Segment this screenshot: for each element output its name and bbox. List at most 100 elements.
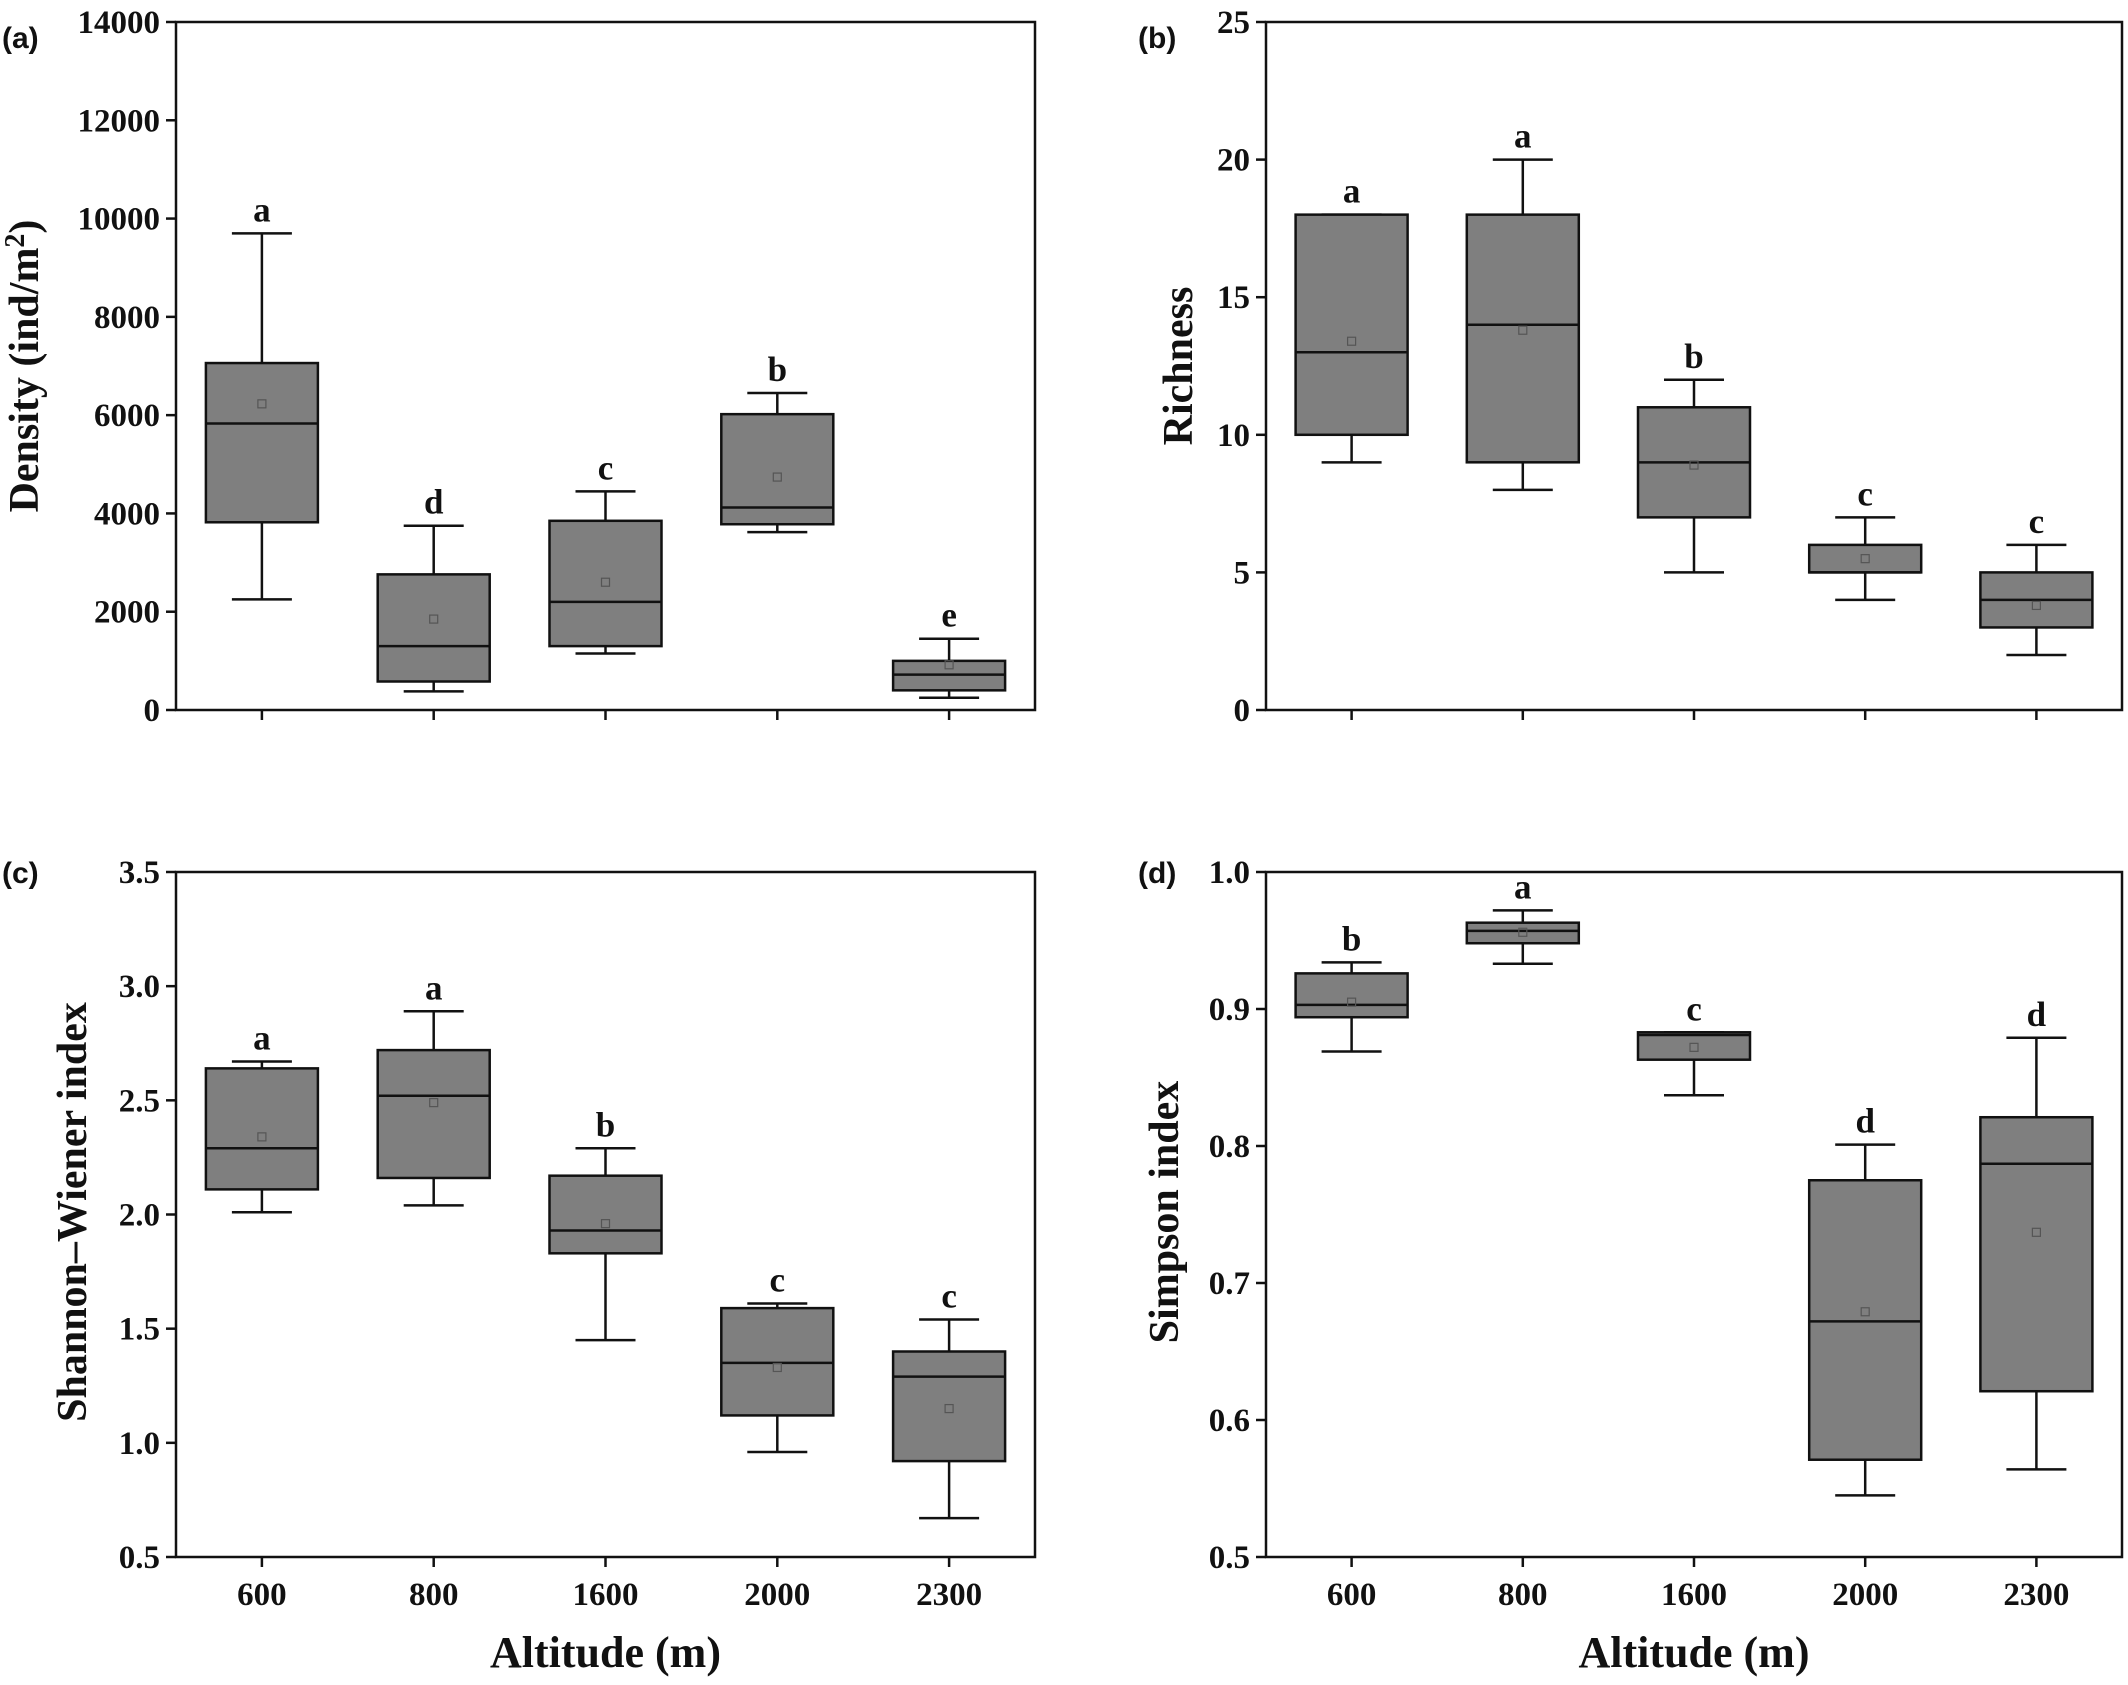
mean-marker [1860, 1307, 1870, 1317]
y-axis-label-superscript: 2 [0, 234, 31, 248]
mean-marker [600, 1219, 611, 1229]
y-tick-label: 12000 [78, 103, 161, 139]
mean-marker [772, 472, 782, 482]
box-1600: c [1636, 989, 1752, 1097]
panel-a: (a) 0 2000 4000 6000 8000 10000 12000 14000 Densi… [0, 5, 1037, 729]
significance-letter: b [596, 1105, 615, 1144]
significance-letter: b [1684, 337, 1703, 376]
y-tick-label: 0.5 [119, 1540, 160, 1576]
mean-marker [257, 1132, 267, 1142]
panel-label: (d) [1138, 857, 1176, 890]
mean-marker [944, 1403, 954, 1414]
y-tick-label: 1.0 [119, 1426, 160, 1462]
mean-marker [2031, 600, 2042, 611]
significance-letter: c [1686, 989, 1702, 1028]
box-800: a [1465, 867, 1581, 966]
y-tick-label: 14000 [78, 5, 161, 41]
iqr-box [1807, 1179, 1923, 1461]
significance-letter: b [1342, 919, 1361, 958]
y-tick-label: 25 [1217, 5, 1250, 41]
significance-letter: d [1855, 1102, 1875, 1141]
significance-letter: a [253, 190, 271, 229]
y-tick-label: 5 [1234, 555, 1251, 591]
mean-marker [600, 577, 611, 587]
y-tick-label: 0.5 [1209, 1540, 1250, 1576]
panel-c: (c) 0.5 1.0 1.5 2.0 2.5 3.0 3.5 600 800 1600 2000 23… [2, 855, 1037, 1677]
significance-letter: a [1514, 867, 1532, 906]
mean-marker [1689, 1042, 1699, 1052]
iqr-box [1465, 921, 1581, 945]
box-2000: d [1807, 1102, 1923, 1497]
iqr-box [548, 519, 663, 648]
significance-letter: a [425, 968, 443, 1007]
mean-marker [1860, 554, 1870, 564]
iqr-box [376, 1048, 491, 1180]
box-600: a [204, 1019, 320, 1214]
y-tick-label: 0 [144, 693, 161, 729]
iqr-box [1294, 972, 1409, 1019]
y-tick-label: 6000 [94, 398, 160, 434]
y-tick-label: 15 [1217, 280, 1250, 316]
y-tick-label: 2000 [94, 595, 160, 631]
box-1600: b [1636, 337, 1752, 574]
box-2300: d [1979, 995, 2094, 1471]
y-tick-label: 2.5 [119, 1083, 160, 1119]
iqr-box [720, 412, 835, 526]
significance-letter: e [941, 596, 957, 635]
iqr-box [548, 1174, 663, 1255]
x-tick-label: 600 [1327, 1577, 1377, 1613]
iqr-box [1807, 543, 1923, 574]
y-tick-label: 10000 [78, 202, 161, 238]
significance-letter: d [424, 483, 444, 522]
box-1600: b [548, 1105, 663, 1342]
iqr-box [376, 573, 491, 683]
box-600: a [1294, 172, 1409, 464]
mean-marker [2031, 1227, 2042, 1237]
x-tick-label: 2000 [1832, 1577, 1898, 1613]
iqr-box [1294, 213, 1409, 437]
significance-letter: d [2027, 995, 2047, 1034]
mean-marker [429, 1098, 439, 1108]
y-tick-label: 1.5 [119, 1312, 160, 1348]
x-tick-label: 1600 [1661, 1577, 1727, 1613]
box-2300: c [891, 1277, 1007, 1520]
significance-letter: c [2029, 502, 2045, 541]
mean-marker [1689, 460, 1699, 470]
iqr-box [891, 1350, 1007, 1463]
y-tick-label: 1.0 [1209, 855, 1250, 891]
box-2000: c [720, 1261, 835, 1454]
y-tick-label: 3.0 [119, 969, 160, 1005]
y-axis-label-tail: ) [2, 220, 48, 234]
significance-letter: b [768, 350, 787, 389]
iqr-box [1979, 1115, 2094, 1393]
x-tick-label: 800 [409, 1577, 459, 1613]
panel-label: (a) [2, 22, 39, 55]
mean-marker [429, 614, 439, 624]
x-tick-label: 1600 [573, 1577, 639, 1613]
y-tick-label: 3.5 [119, 855, 160, 891]
significance-letter: a [1343, 172, 1361, 211]
box-1600: c [548, 448, 663, 655]
mean-marker [1346, 997, 1357, 1007]
mean-marker [257, 399, 267, 409]
mean-marker [944, 660, 954, 670]
iqr-box [1465, 213, 1581, 464]
box-2000: c [1807, 474, 1923, 602]
box-600: a [204, 190, 320, 601]
panel-label: (c) [2, 857, 39, 890]
y-axis-label: Shannon–Wiener index [50, 1002, 96, 1422]
x-tick-label: 2300 [2003, 1577, 2069, 1613]
mean-marker [1518, 325, 1528, 335]
box-600: b [1294, 919, 1409, 1053]
box-800: a [376, 968, 491, 1207]
panel-label: (b) [1138, 22, 1176, 55]
y-tick-label: 0.7 [1209, 1266, 1250, 1302]
y-tick-label: 0.8 [1209, 1129, 1250, 1165]
iqr-box [204, 1067, 320, 1191]
y-tick-label: 0.9 [1209, 992, 1250, 1028]
significance-letter: a [253, 1019, 271, 1058]
mean-marker [772, 1362, 782, 1373]
y-axis-label: Simpson index [1142, 1081, 1188, 1344]
x-axis-label: Altitude (m) [490, 1628, 721, 1677]
significance-letter: c [1857, 474, 1873, 513]
